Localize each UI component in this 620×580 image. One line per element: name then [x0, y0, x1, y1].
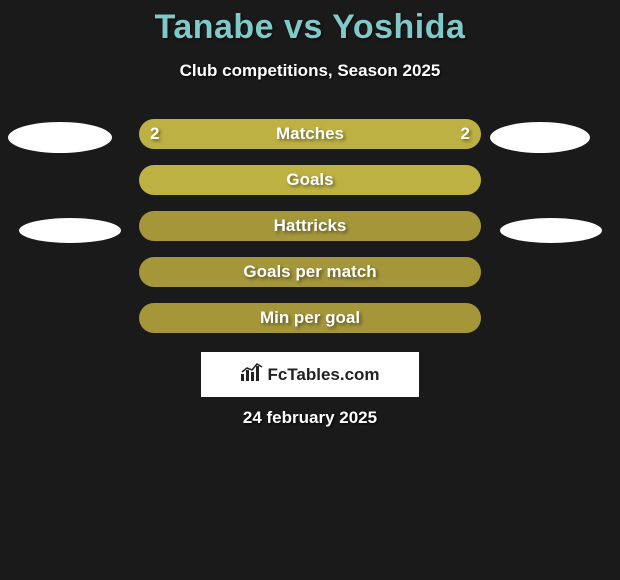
bar-label-goals: Goals [139, 165, 481, 195]
bar-label-mpg: Min per goal [139, 303, 481, 333]
bar-label-gpm: Goals per match [139, 257, 481, 287]
subtitle: Club competitions, Season 2025 [0, 61, 620, 81]
stats-area: 2 Matches 2 Goals Hattricks Goals per ma… [0, 112, 620, 342]
stat-row-hattricks: Hattricks [0, 204, 620, 250]
date-line: 24 february 2025 [0, 408, 620, 428]
title: Tanabe vs Yoshida [0, 0, 620, 47]
logo-label: FcTables.com [267, 365, 379, 385]
stat-row-matches: 2 Matches 2 [0, 112, 620, 158]
chart-icon [240, 362, 264, 387]
stat-row-mpg: Min per goal [0, 296, 620, 342]
val-left-matches: 2 [150, 119, 159, 149]
logo-box: FcTables.com [201, 352, 419, 397]
avatar-right-0 [490, 122, 590, 153]
bar-label-hattricks: Hattricks [139, 211, 481, 241]
logo-text: FcTables.com [240, 362, 379, 387]
stat-row-gpm: Goals per match [0, 250, 620, 296]
bar-label-matches: Matches [139, 119, 481, 149]
stat-row-goals: Goals [0, 158, 620, 204]
avatar-left-0 [8, 122, 112, 153]
val-right-matches: 2 [461, 119, 470, 149]
